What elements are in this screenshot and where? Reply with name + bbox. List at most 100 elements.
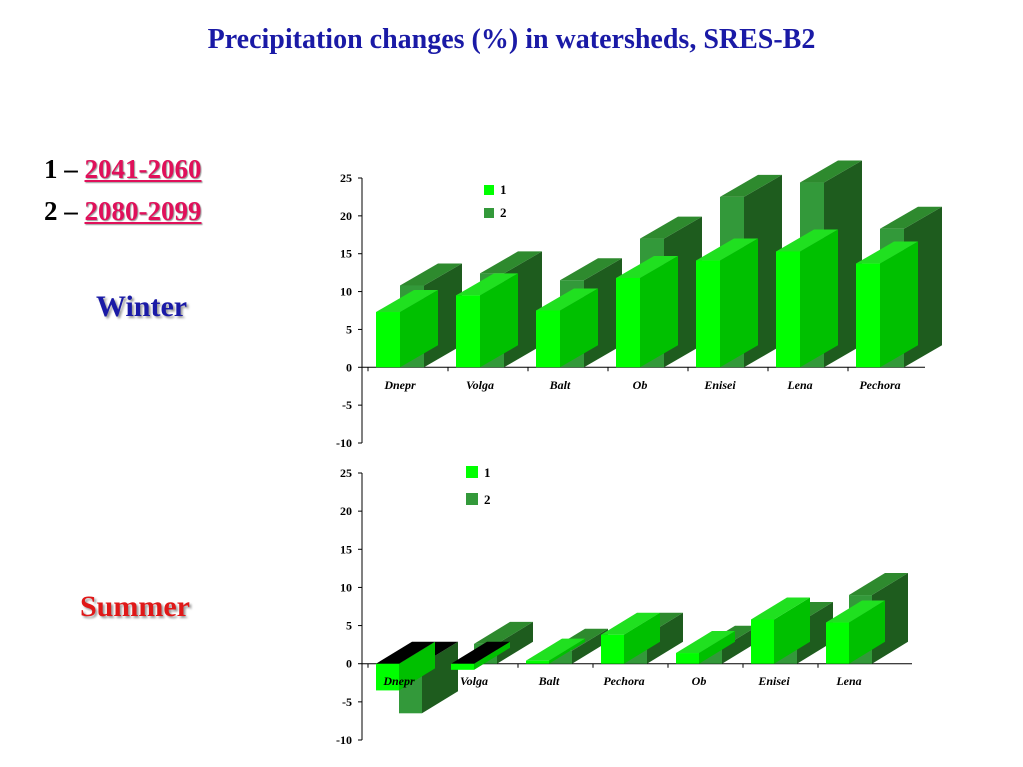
slide-title: Precipitation changes (%) in watersheds,… — [207, 24, 816, 55]
winter-bar-s1-Pechora — [856, 241, 918, 368]
summer-y-tick-label: 15 — [340, 542, 352, 556]
summer-category-label: Enisei — [757, 674, 790, 688]
winter-bar-s1-Ob-top — [616, 255, 678, 278]
winter-bar-s1-Volga-side — [480, 273, 518, 368]
winter-bar-s2-Lena-front — [800, 182, 824, 368]
period-2-years: 2080-2099 — [84, 196, 202, 226]
winter-bar-s1-Ob-side — [640, 255, 678, 368]
winter-bar-s1-Dnepr — [376, 290, 438, 368]
summer-bar-s2-Dnepr-side — [422, 641, 458, 714]
summer-bar-s2-Lena-top — [849, 573, 908, 596]
summer-category-label: Volga — [460, 674, 488, 688]
winter-category-label: Pechora — [859, 378, 900, 392]
summer-bar-s1-Volga-front — [451, 663, 474, 670]
winter-bar-s2-Enisei-top — [720, 174, 782, 197]
winter-bar-s2-Volga-side — [504, 251, 542, 368]
summer-bar-s1-Volga-side — [474, 641, 510, 670]
winter-legend-swatch-2 — [484, 208, 494, 218]
period-2-prefix: 2 – — [44, 196, 85, 226]
winter-y-tick-label: 15 — [340, 247, 352, 261]
summer-bar-s1-Ob-side — [699, 631, 735, 664]
winter-bar-s1-Balt-front — [536, 310, 560, 368]
summer-bar-s2-Enisei — [774, 602, 833, 664]
summer-bar-s1-Lena-side — [849, 600, 885, 664]
summer-bar-s2-Volga-top — [474, 621, 533, 644]
winter-category-label: Dnepr — [383, 378, 416, 392]
winter-bar-s2-Balt — [560, 258, 622, 368]
summer-bar-s2-Volga — [474, 621, 533, 664]
summer-bar-s1-Dnepr — [376, 641, 435, 691]
winter-bar-s2-Balt-front — [560, 280, 584, 368]
winter-bar-s2-Balt-side — [584, 258, 622, 368]
summer-bar-s1-Balt-top — [526, 638, 585, 661]
winter-bar-s2-Pechora-side — [904, 206, 942, 368]
winter-bar-s1-Lena-top — [776, 229, 838, 252]
summer-legend-swatch-1 — [466, 466, 478, 478]
summer-bar-s2-Balt-side — [572, 628, 608, 664]
winter-bar-s1-Lena-front — [776, 251, 800, 368]
summer-bar-s1-Ob — [676, 631, 735, 664]
summer-bar-s2-Dnepr — [399, 641, 458, 714]
winter-y-tick-label: 0 — [346, 360, 352, 374]
winter-y-tick-label: 25 — [340, 171, 352, 185]
winter-bar-s2-Balt-top — [560, 258, 622, 281]
winter-bar-s2-Dnepr — [400, 263, 462, 368]
winter-bar-s1-Lena — [776, 229, 838, 368]
winter-label: Winter — [96, 290, 188, 323]
winter-legend-label-2: 2 — [500, 205, 507, 220]
summer-bar-s2-Lena — [849, 573, 908, 664]
winter-bar-s2-Ob-top — [640, 216, 702, 239]
summer-bar-s2-Enisei-top — [774, 602, 833, 625]
winter-bar-s1-Enisei-front — [696, 260, 720, 368]
winter-bar-s2-Dnepr-top — [400, 263, 462, 286]
winter-bar-s1-Balt-top — [536, 288, 598, 311]
summer-bar-s1-Enisei — [751, 597, 810, 664]
summer-bar-s1-Lena-front — [826, 622, 849, 664]
summer-bar-s2-Balt-front — [549, 650, 572, 664]
winter-bar-s2-Pechora-top — [880, 206, 942, 229]
summer-category-label: Balt — [538, 674, 560, 688]
winter-bar-s2-Enisei-front — [720, 196, 744, 368]
period-1-label: 1 – 2041-2060 — [44, 154, 202, 185]
winter-bar-s1-Volga — [456, 273, 518, 368]
winter-bar-s2-Ob-side — [664, 216, 702, 368]
summer-bar-s1-Enisei-side — [774, 597, 810, 664]
summer-legend-swatch-2 — [466, 493, 478, 505]
summer-bar-s1-Pechora — [601, 612, 660, 664]
summer-bar-s1-Pechora-side — [624, 612, 660, 664]
winter-bar-s2-Volga — [480, 251, 542, 368]
winter-bar-s1-Enisei-side — [720, 238, 758, 368]
winter-category-label: Balt — [549, 378, 571, 392]
winter-category-label: Lena — [786, 378, 812, 392]
winter-category-label: Ob — [633, 378, 648, 392]
winter-bar-s1-Pechora-side — [880, 241, 918, 368]
winter-bar-s2-Enisei-side — [744, 174, 782, 368]
summer-bar-s1-Volga — [451, 641, 510, 670]
winter-bar-s1-Dnepr-side — [400, 290, 438, 368]
summer-category-label: Ob — [692, 674, 707, 688]
winter-bar-s1-Enisei — [696, 238, 758, 368]
summer-bar-s2-Balt — [549, 628, 608, 664]
winter-y-tick-label: -5 — [342, 398, 352, 412]
winter-bar-s2-Lena-top — [800, 160, 862, 183]
winter-bar-s2-Dnepr-front — [400, 285, 424, 368]
summer-y-tick-label: 5 — [346, 619, 352, 633]
winter-y-tick-label: 20 — [340, 209, 352, 223]
winter-y-tick-label: 5 — [346, 322, 352, 336]
summer-bar-s1-Volga-top — [451, 641, 510, 664]
winter-bar-s1-Lena-side — [800, 229, 838, 368]
winter-bar-s1-Dnepr-top — [376, 290, 438, 313]
winter-bar-s2-Dnepr-side — [424, 263, 462, 368]
summer-bar-s2-Pechora-front — [624, 634, 647, 664]
summer-legend-label-1: 1 — [484, 465, 491, 480]
summer-bar-s2-Pechora-top — [624, 612, 683, 635]
summer-bar-s2-Ob-side — [722, 625, 758, 664]
winter-bar-s1-Volga-top — [456, 273, 518, 296]
winter-bar-s1-Ob-front — [616, 277, 640, 368]
summer-y-tick-label: 20 — [340, 504, 352, 518]
winter-y-tick-label: 10 — [340, 285, 352, 299]
winter-bar-s2-Pechora-front — [880, 228, 904, 368]
summer-category-label: Dnepr — [382, 674, 415, 688]
